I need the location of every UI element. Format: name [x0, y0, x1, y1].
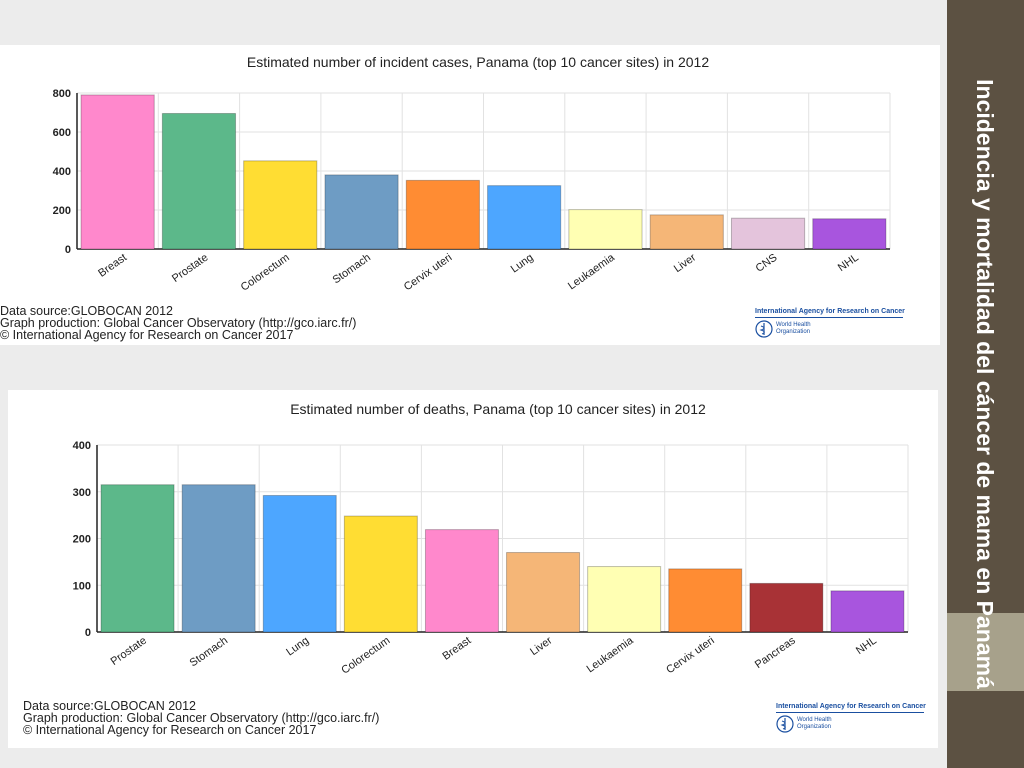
x-tick-label: Lung — [509, 252, 536, 276]
x-tick-label: Lung — [284, 635, 311, 659]
mortality-source-text: Data source:GLOBOCAN 2012 Graph producti… — [23, 699, 380, 737]
mortality-chart-panel: Estimated number of deaths, Panama (top … — [8, 390, 938, 748]
logo-divider — [755, 317, 903, 318]
bar — [424, 529, 499, 633]
x-tick-label: Prostate — [170, 252, 210, 285]
iarc-label: International Agency for Research on Can… — [755, 308, 905, 315]
x-tick-label: Leukaemia — [566, 251, 618, 292]
source-line: Graph production: Global Cancer Observat… — [23, 711, 380, 725]
x-tick-label: CNS — [754, 252, 780, 275]
bar — [405, 179, 480, 250]
bar — [812, 218, 887, 250]
x-tick-label: Stomach — [331, 252, 373, 287]
source-line: © International Agency for Research on C… — [23, 723, 317, 737]
x-tick-label: Liver — [672, 251, 699, 275]
source-line: Data source:GLOBOCAN 2012 — [23, 699, 196, 713]
source-line: Graph production: Global Cancer Observat… — [0, 316, 357, 330]
x-tick-label: Breast — [96, 252, 129, 280]
who-label: Organization — [797, 724, 832, 730]
y-tick-label: 200 — [73, 534, 91, 546]
bar — [730, 217, 806, 250]
y-tick-label: 400 — [53, 166, 71, 178]
sidebar-accent-block — [947, 613, 1024, 691]
bar — [668, 568, 743, 633]
x-tick-label: Colorectum — [339, 635, 392, 677]
incidence-source-text: Data source:GLOBOCAN 2012 Graph producti… — [0, 304, 357, 342]
incidence-chart-panel: Estimated number of incident cases, Pana… — [0, 45, 940, 345]
x-tick-label: NHL — [836, 252, 861, 274]
x-tick-label: Breast — [440, 635, 473, 663]
source-line: Data source:GLOBOCAN 2012 — [0, 304, 173, 318]
chart-title: Estimated number of deaths, Panama (top … — [290, 401, 706, 417]
source-line: © International Agency for Research on C… — [0, 328, 294, 342]
x-tick-label: Prostate — [109, 635, 149, 668]
bar — [649, 214, 724, 250]
y-tick-label: 200 — [53, 205, 71, 217]
y-tick-label: 0 — [85, 627, 91, 639]
chart-title: Estimated number of incident cases, Pana… — [247, 54, 709, 70]
bar — [100, 484, 175, 633]
x-tick-label: Liver — [528, 634, 555, 658]
y-tick-label: 100 — [73, 580, 91, 592]
y-tick-label: 800 — [53, 88, 71, 100]
y-tick-label: 600 — [53, 127, 71, 139]
bar — [506, 552, 581, 633]
who-emblem-icon — [776, 715, 794, 733]
logo-divider — [776, 712, 924, 713]
who-label: Organization — [776, 329, 811, 335]
bar — [161, 112, 237, 250]
bar — [749, 582, 824, 633]
bar — [181, 484, 256, 633]
x-tick-label: Leukaemia — [585, 634, 637, 675]
incidence-bar-chart: Estimated number of incident cases, Pana… — [53, 54, 891, 294]
iarc-who-logo: International Agency for Research on Can… — [776, 703, 926, 733]
y-tick-label: 300 — [73, 487, 91, 499]
x-tick-label: NHL — [854, 635, 879, 657]
bar — [568, 209, 643, 250]
iarc-label: International Agency for Research on Can… — [776, 703, 926, 710]
who-label: World Health — [797, 717, 832, 723]
x-tick-label: Cervix uteri — [402, 252, 454, 294]
bar — [830, 590, 905, 633]
bar — [587, 566, 662, 633]
bar — [324, 174, 399, 250]
x-tick-label: Pancreas — [753, 634, 798, 671]
x-tick-label: Colorectum — [239, 252, 292, 294]
bar — [262, 494, 337, 633]
bar — [80, 94, 155, 250]
iarc-who-logo: International Agency for Research on Can… — [755, 308, 905, 338]
y-tick-label: 0 — [65, 244, 71, 256]
bar — [243, 160, 318, 250]
bar — [343, 515, 418, 633]
x-tick-label: Cervix uteri — [664, 635, 716, 677]
who-emblem-icon — [755, 320, 773, 338]
bar — [487, 185, 562, 250]
who-label: World Health — [776, 322, 811, 328]
mortality-bar-chart: Estimated number of deaths, Panama (top … — [73, 401, 909, 677]
slide-title: Incidencia y mortalidad del cáncer de ma… — [972, 79, 998, 689]
x-tick-label: Stomach — [188, 635, 230, 670]
y-tick-label: 400 — [73, 440, 91, 452]
